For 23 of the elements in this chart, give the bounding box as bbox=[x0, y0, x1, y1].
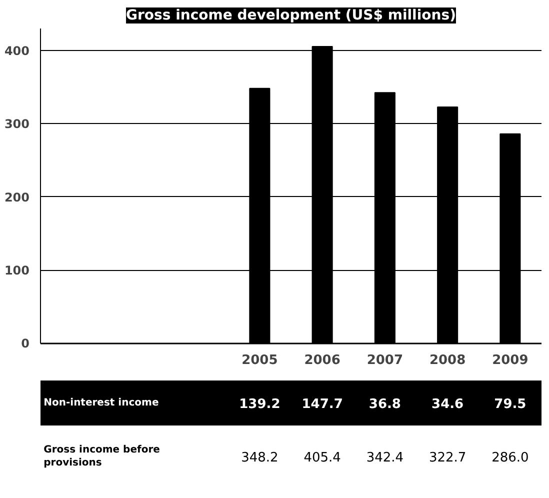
chart-title: Gross income development (US$ millions) bbox=[126, 8, 456, 24]
y-tick-label: 100 bbox=[4, 264, 30, 278]
text: 147.7 bbox=[302, 396, 343, 412]
data-label: 342.4 bbox=[366, 450, 404, 466]
text: 34.6 bbox=[432, 396, 464, 412]
x-tick-label: 2007 bbox=[366, 353, 404, 368]
y-tick-label: 400 bbox=[4, 44, 30, 58]
text: Gross income before provisions bbox=[44, 444, 160, 469]
text: 79.5 bbox=[494, 396, 526, 412]
x-tick-label: 2008 bbox=[429, 353, 466, 368]
data-label: 322.7 bbox=[428, 450, 466, 466]
y-tick-label: 300 bbox=[4, 117, 30, 132]
x-tick-label: 2005 bbox=[242, 353, 278, 368]
text: 36.8 bbox=[368, 396, 401, 412]
text: Non-interest income bbox=[44, 397, 159, 408]
text: 139.2 bbox=[239, 396, 280, 412]
x-tick-label: 2006 bbox=[304, 353, 340, 368]
y-tick-label: 200 bbox=[4, 190, 30, 204]
x-tick-label: 2009 bbox=[492, 353, 528, 368]
data-label: 405.4 bbox=[304, 450, 341, 466]
y-tick-label: 0 bbox=[21, 336, 30, 351]
data-label: 348.2 bbox=[241, 450, 278, 466]
data-label: 286.0 bbox=[492, 450, 529, 466]
